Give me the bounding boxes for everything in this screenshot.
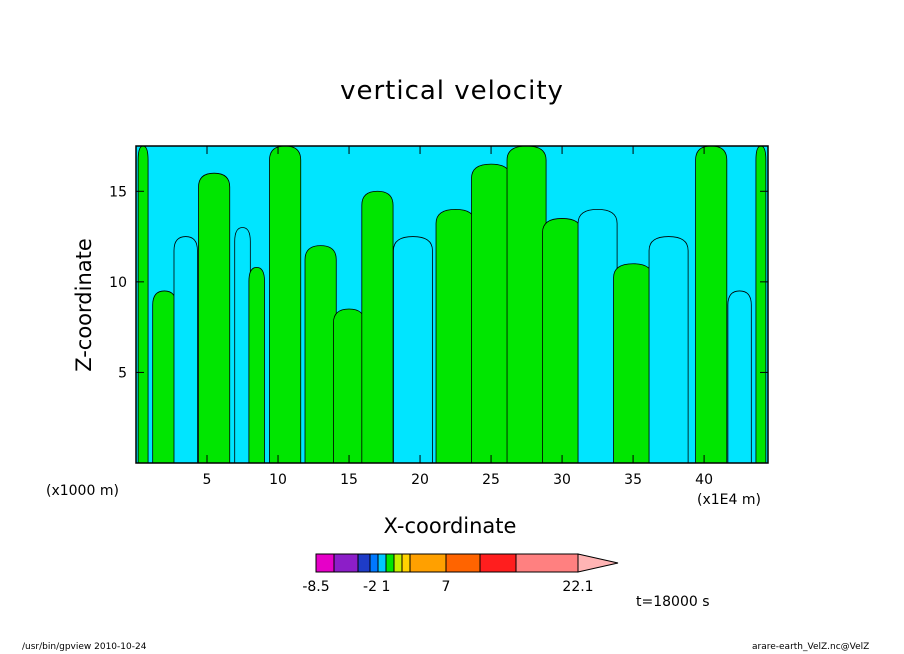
colorbar-segment-11 — [515, 553, 579, 573]
colorbar-arrow — [577, 553, 619, 573]
colorbar-label: -2 — [363, 579, 377, 595]
contour-region-13 — [506, 146, 547, 463]
time-label: t=18000 s — [636, 594, 710, 610]
plot-area — [136, 146, 768, 463]
contour-region-17 — [648, 236, 689, 463]
contour-region-16 — [613, 263, 654, 463]
contour-region-18 — [695, 146, 728, 463]
x-unit-right: (x1E4 m) — [697, 492, 761, 508]
x-tick-label: 15 — [340, 472, 358, 488]
colorbar-segment-3 — [369, 553, 379, 573]
x-axis-ticks: 5 10 15 20 25 30 35 40 — [203, 146, 713, 488]
contour-region-2 — [173, 236, 198, 463]
contour-region-6 — [269, 146, 302, 463]
x-tick-label: 40 — [695, 472, 713, 488]
colorbar: -8.5 -2 1 7 22.1 — [302, 553, 619, 595]
colorbar-segment-7 — [401, 553, 411, 573]
x-tick-label: 10 — [269, 472, 287, 488]
y-tick-label: 15 — [109, 184, 127, 200]
contour-region-5 — [248, 266, 265, 463]
y-tick-label: 10 — [109, 275, 127, 291]
colorbar-label: 7 — [442, 579, 451, 595]
contour-region-14 — [542, 218, 582, 463]
contour-region-3 — [198, 172, 231, 463]
contour-region-19 — [727, 290, 752, 463]
colorbar-segment-1 — [333, 553, 359, 573]
contour-region-1 — [152, 290, 177, 463]
x-tick-label: 35 — [624, 472, 642, 488]
contour-region-0 — [137, 146, 149, 463]
x-tick-label: 20 — [411, 472, 429, 488]
colorbar-segment-4 — [377, 553, 387, 573]
colorbar-segment-5 — [385, 553, 395, 573]
colorbar-segment-6 — [393, 553, 403, 573]
x-axis-label: X-coordinate — [383, 514, 517, 538]
y-axis-ticks: 5 10 15 — [109, 184, 768, 381]
x-tick-label: 5 — [203, 472, 212, 488]
contour-region-8 — [333, 308, 366, 463]
contour-region-10 — [393, 236, 433, 463]
y-axis-label: Z-coordinate — [72, 238, 96, 372]
contour-region-15 — [577, 208, 618, 463]
contour-region-20 — [755, 146, 767, 463]
colorbar-segment-8 — [409, 553, 447, 573]
x-unit-left: (x1000 m) — [46, 483, 119, 499]
colorbar-segment-10 — [479, 553, 517, 573]
colorbar-segment-2 — [357, 553, 371, 573]
y-tick-label: 5 — [118, 365, 127, 381]
footer-command: /usr/bin/gpview 2010-10-24 — [22, 642, 147, 652]
footer-source: arare-earth_VelZ.nc@VelZ — [752, 642, 870, 652]
contour-region-7 — [304, 245, 337, 463]
plot-frame — [135, 145, 769, 464]
chart-title: vertical velocity — [340, 76, 564, 106]
x-tick-label: 25 — [482, 472, 500, 488]
colorbar-label: 1 — [382, 579, 391, 595]
x-tick-label: 30 — [553, 472, 571, 488]
contour-region-12 — [471, 163, 511, 463]
contour-region-9 — [361, 190, 394, 463]
colorbar-label: -8.5 — [302, 579, 329, 595]
colorbar-segment-9 — [445, 553, 481, 573]
contour-region-11 — [435, 208, 476, 463]
colorbar-segment-0 — [315, 553, 335, 573]
colorbar-label: 22.1 — [562, 579, 593, 595]
contour-region-4 — [234, 227, 251, 463]
